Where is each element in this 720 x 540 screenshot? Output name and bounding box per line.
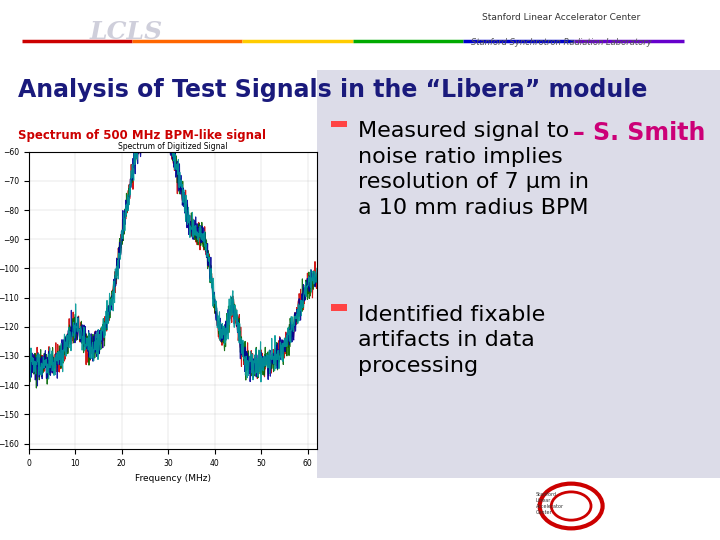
Text: Identified fixable
artifacts in data
processing: Identified fixable artifacts in data pro… — [358, 305, 545, 376]
Text: Stanford
Linear
Accelerator
Center: Stanford Linear Accelerator Center — [536, 492, 564, 515]
Text: pkr@slac.stanford.edu: pkr@slac.stanford.edu — [354, 516, 511, 530]
Text: Measured signal to
noise ratio implies
resolution of 7 μm in
a 10 mm radius BPM: Measured signal to noise ratio implies r… — [358, 121, 589, 218]
FancyBboxPatch shape — [331, 304, 347, 310]
Text: – S. Smith: – S. Smith — [573, 121, 706, 145]
X-axis label: Frequency (MHz): Frequency (MHz) — [135, 474, 211, 483]
Text: Spectrum of 500 MHz BPM-like signal: Spectrum of 500 MHz BPM-like signal — [18, 129, 266, 143]
FancyBboxPatch shape — [317, 70, 720, 478]
Text: Stanford Linear Accelerator Center: Stanford Linear Accelerator Center — [482, 13, 641, 22]
Text: LCLS: LCLS — [89, 19, 163, 44]
FancyBboxPatch shape — [331, 120, 347, 127]
Text: Stanford Synchrotron Radiation Laboratory: Stanford Synchrotron Radiation Laborator… — [471, 38, 652, 46]
Title: Spectrum of Digitized Signal: Spectrum of Digitized Signal — [118, 142, 228, 151]
Text: Patrick Krejcik: Patrick Krejcik — [413, 490, 511, 503]
Text: Analysis of Test Signals in the “Libera” module: Analysis of Test Signals in the “Libera”… — [18, 78, 647, 103]
Text: LCLS FAC: LCLS FAC — [13, 516, 85, 530]
Text: October 12-13, 2004: October 12-13, 2004 — [13, 490, 174, 503]
